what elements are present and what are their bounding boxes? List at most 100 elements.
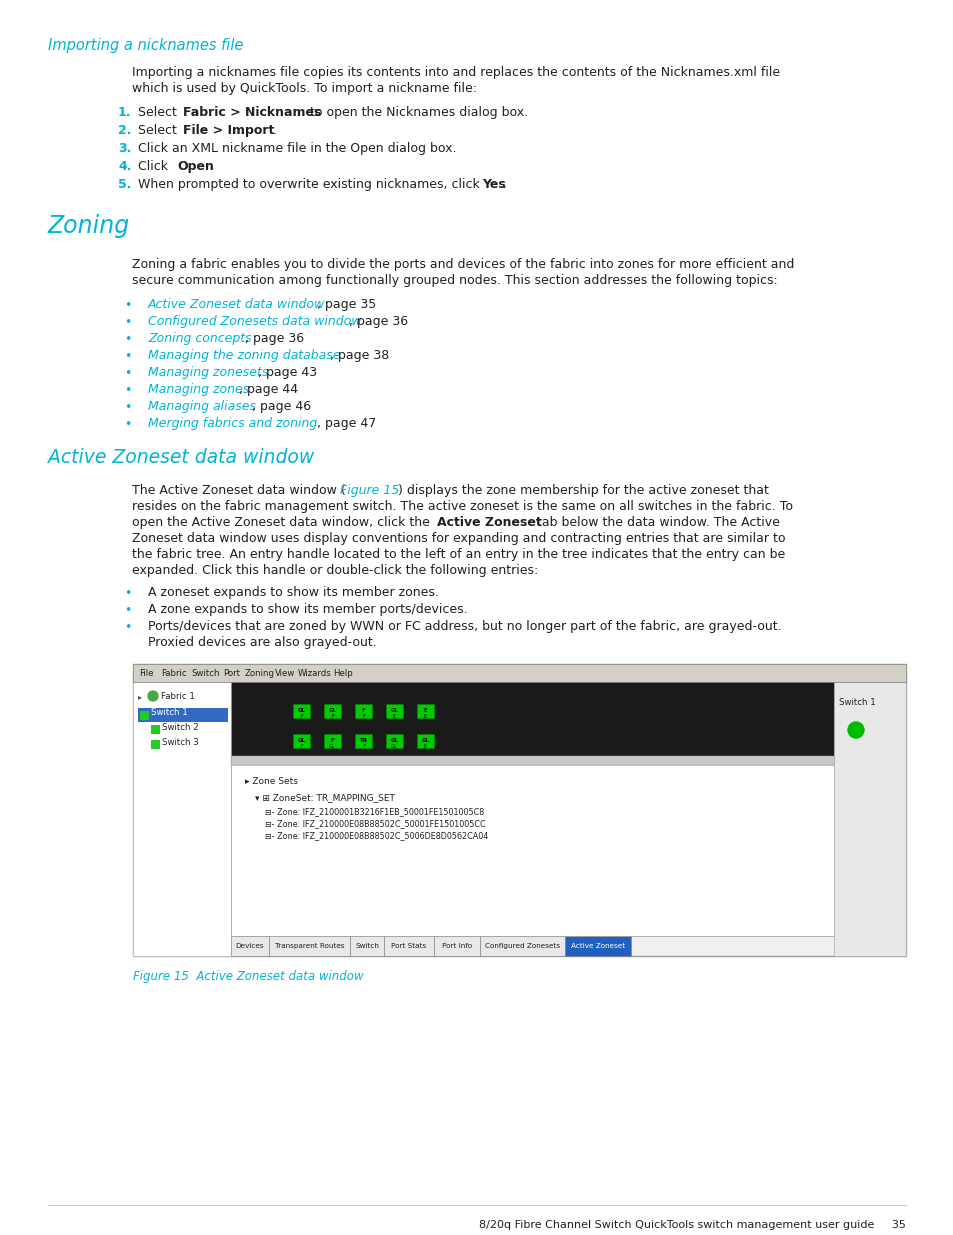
Bar [384,936,434,956]
Text: Zoning concepts: Zoning concepts [148,332,252,345]
Text: Click an XML nickname file in the Open dialog box.: Click an XML nickname file in the Open d… [138,142,456,156]
Text: Port: Port [222,668,239,678]
Text: E: E [423,714,427,719]
Text: ▸ Zone Sets: ▸ Zone Sets [245,777,297,785]
Bar [140,711,149,720]
Text: F: F [362,743,364,748]
Text: F: F [300,714,302,719]
Text: E: E [423,709,427,714]
Bar [350,936,384,956]
Text: secure communication among functionally grouped nodes. This section addresses th: secure communication among functionally … [132,274,777,287]
Text: GL: GL [390,709,398,714]
Text: Figure 15: Figure 15 [339,484,399,496]
Text: •: • [124,316,132,329]
Text: GL: GL [391,743,397,748]
Text: Wizards: Wizards [297,668,331,678]
Text: Active Zoneset: Active Zoneset [437,516,541,529]
Text: Port Info: Port Info [441,944,472,948]
Text: Configured Zonesets data window: Configured Zonesets data window [148,315,361,329]
Text: File > Import: File > Import [183,124,274,137]
Text: 2.: 2. [118,124,132,137]
Text: F: F [331,714,334,719]
Text: Managing zones: Managing zones [148,383,249,396]
Text: F: F [362,714,364,719]
Text: •: • [124,401,132,414]
Text: , page 44: , page 44 [239,383,297,396]
Text: Ports/devices that are zoned by WWN or FC address, but no longer part of the fab: Ports/devices that are zoned by WWN or F… [148,620,781,634]
Bar [386,734,402,748]
Text: GL: GL [421,739,429,743]
Text: Open: Open [177,161,213,173]
Text: Switch 2: Switch 2 [162,722,198,732]
Text: Port Stats: Port Stats [391,944,426,948]
Text: F: F [300,743,302,748]
Text: F: F [331,739,334,743]
Text: The Active Zoneset data window (: The Active Zoneset data window ( [132,484,345,496]
Text: the fabric tree. An entry handle located to the left of an entry in the tree ind: the fabric tree. An entry handle located… [132,548,784,561]
Bar [434,936,479,956]
Text: 8/20q Fibre Channel Switch QuickTools switch management user guide     35: 8/20q Fibre Channel Switch QuickTools sw… [478,1220,905,1230]
Bar [132,682,231,956]
Text: •: • [124,350,132,363]
Text: .: . [204,161,208,173]
Text: Click: Click [138,161,172,173]
Text: Managing the zoning database: Managing the zoning database [148,350,340,362]
Text: 3.: 3. [118,142,132,156]
Bar [479,936,564,956]
Text: •: • [124,587,132,600]
Text: Active Zoneset data window: Active Zoneset data window [48,448,314,467]
Text: 4.: 4. [118,161,132,173]
Text: Switch: Switch [192,668,220,678]
Text: 5.: 5. [118,178,132,191]
Text: resides on the fabric management switch. The active zoneset is the same on all s: resides on the fabric management switch.… [132,500,792,513]
Text: •: • [124,604,132,618]
Text: A zone expands to show its member ports/devices.: A zone expands to show its member ports/… [148,603,467,616]
Bar [151,740,160,748]
Text: When prompted to overwrite existing nicknames, click: When prompted to overwrite existing nick… [138,178,483,191]
Text: Help: Help [333,668,352,678]
Bar [416,704,434,718]
Text: GL: GL [297,709,305,714]
Text: ) displays the zone membership for the active zoneset that: ) displays the zone membership for the a… [398,484,768,496]
Text: Managing zonesets: Managing zonesets [148,366,268,379]
Text: Switch 1: Switch 1 [838,698,875,706]
Bar [293,704,310,718]
Text: , page 36: , page 36 [349,315,408,329]
Text: , page 35: , page 35 [316,298,375,311]
Bar [564,936,630,956]
Bar [324,704,340,718]
Text: Zoning: Zoning [48,214,131,238]
Circle shape [847,722,863,739]
Text: Figure 15  Active Zoneset data window: Figure 15 Active Zoneset data window [132,969,363,983]
Text: F: F [361,709,365,714]
Bar [355,704,372,718]
Bar [231,756,833,764]
Text: Active Zoneset: Active Zoneset [570,944,624,948]
Text: File: File [139,668,153,678]
Text: Configured Zonesets: Configured Zonesets [484,944,559,948]
Text: Switch 3: Switch 3 [162,739,198,747]
Text: ▾ ⊞ ZoneSet: TR_MAPPING_SET: ▾ ⊞ ZoneSet: TR_MAPPING_SET [254,793,395,802]
Text: TR: TR [359,739,367,743]
Text: ⊟- Zone: IFZ_210000E08B88502C_5006DE8D0562CA04: ⊟- Zone: IFZ_210000E08B88502C_5006DE8D05… [265,831,488,840]
Text: Select: Select [138,124,181,137]
Text: Fabric 1: Fabric 1 [161,692,194,701]
Text: .: . [502,178,506,191]
Text: open the Active Zoneset data window, click the: open the Active Zoneset data window, cli… [132,516,434,529]
Text: 1.: 1. [118,106,132,119]
Bar [231,682,833,756]
Text: Transparent Routes: Transparent Routes [274,944,344,948]
Text: .: . [272,124,276,137]
Text: Fabric: Fabric [161,668,187,678]
Text: Proxied devices are also grayed-out.: Proxied devices are also grayed-out. [148,636,376,650]
Text: •: • [124,367,132,380]
Bar [231,936,269,956]
Text: Importing a nicknames file copies its contents into and replaces the contents of: Importing a nicknames file copies its co… [132,65,780,79]
Text: ⊟- Zone: IFZ_210000E08B88502C_50001FE1501005CC: ⊟- Zone: IFZ_210000E08B88502C_50001FE150… [265,819,485,827]
Text: , page 43: , page 43 [258,366,317,379]
Circle shape [148,692,158,701]
Bar [132,664,905,682]
Text: which is used by QuickTools. To import a nickname file:: which is used by QuickTools. To import a… [132,82,476,95]
Text: •: • [124,299,132,312]
Bar [231,764,833,936]
